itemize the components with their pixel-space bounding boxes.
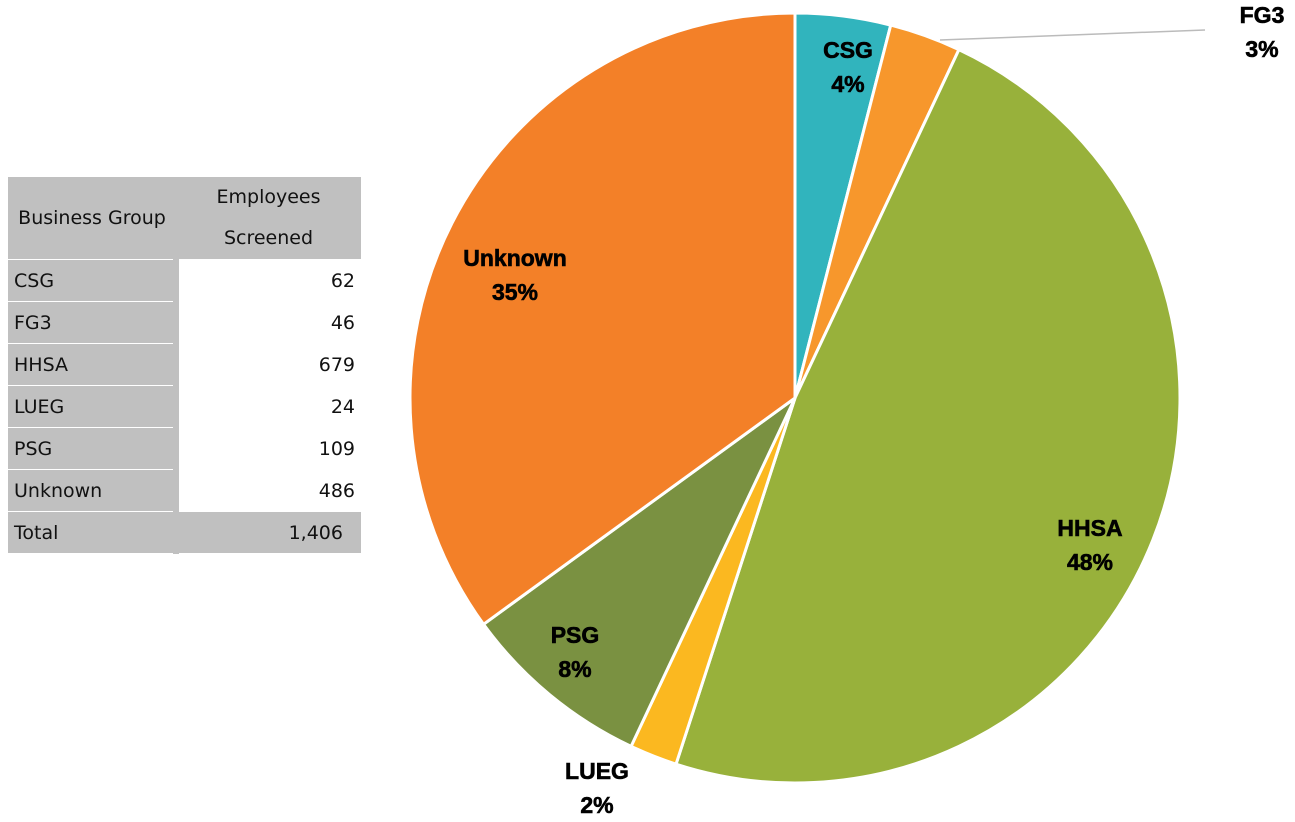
header-cell: Business Group — [8, 177, 176, 260]
table-cell: FG3 — [8, 301, 176, 344]
table-row: LUEG 24 — [8, 385, 361, 428]
pie-slice — [674, 47, 1182, 785]
table-cell: 24 — [173, 385, 361, 428]
leader-line — [939, 29, 1206, 41]
slice-value-label: 3% — [1245, 36, 1278, 62]
slice-label: LUEG — [565, 758, 629, 784]
slice-label: HHSA — [1057, 515, 1122, 541]
slice-value-label: 4% — [831, 71, 864, 97]
table-cell: Unknown — [8, 469, 176, 512]
table-cell: 46 — [173, 301, 361, 344]
pie-slice — [408, 11, 797, 627]
table-cell: 62 — [173, 259, 361, 302]
slice-label: CSG — [823, 37, 873, 63]
data-table: Business Group Employees Screened CSG 62 F… — [8, 177, 361, 554]
slice-value-label: 35% — [492, 279, 538, 305]
table-row: Unknown 486 — [8, 469, 361, 512]
slice-value-label: 2% — [580, 792, 613, 818]
table-cell: LUEG — [8, 385, 176, 428]
table-row: Total 1,406 — [8, 511, 361, 554]
table-row: PSG 109 — [8, 427, 361, 470]
table-row: HHSA 679 — [8, 343, 361, 386]
table-cell: 109 — [173, 427, 361, 470]
slice-label: Unknown — [463, 245, 567, 271]
table-cell: CSG — [8, 259, 176, 302]
slice-label: FG3 — [1240, 2, 1285, 28]
slice-value-label: 8% — [558, 656, 591, 682]
table-row: CSG 62 — [8, 259, 361, 302]
slice-label: PSG — [551, 622, 600, 648]
header-row: Business Group Employees Screened — [8, 177, 361, 260]
table-cell: Total — [8, 511, 176, 554]
slice-value-label: 48% — [1067, 549, 1113, 575]
table-cell: 679 — [173, 343, 361, 386]
table-cell: 486 — [173, 469, 361, 512]
pie-slice — [481, 396, 797, 749]
table-cell: PSG — [8, 427, 176, 470]
table-body: Business Group Employees Screened CSG 62 F… — [8, 177, 361, 554]
table-cell: HHSA — [8, 343, 176, 386]
table-cell: 1,406 — [173, 511, 361, 554]
header-cell: Employees Screened — [176, 177, 361, 260]
table-row: FG3 46 — [8, 301, 361, 344]
